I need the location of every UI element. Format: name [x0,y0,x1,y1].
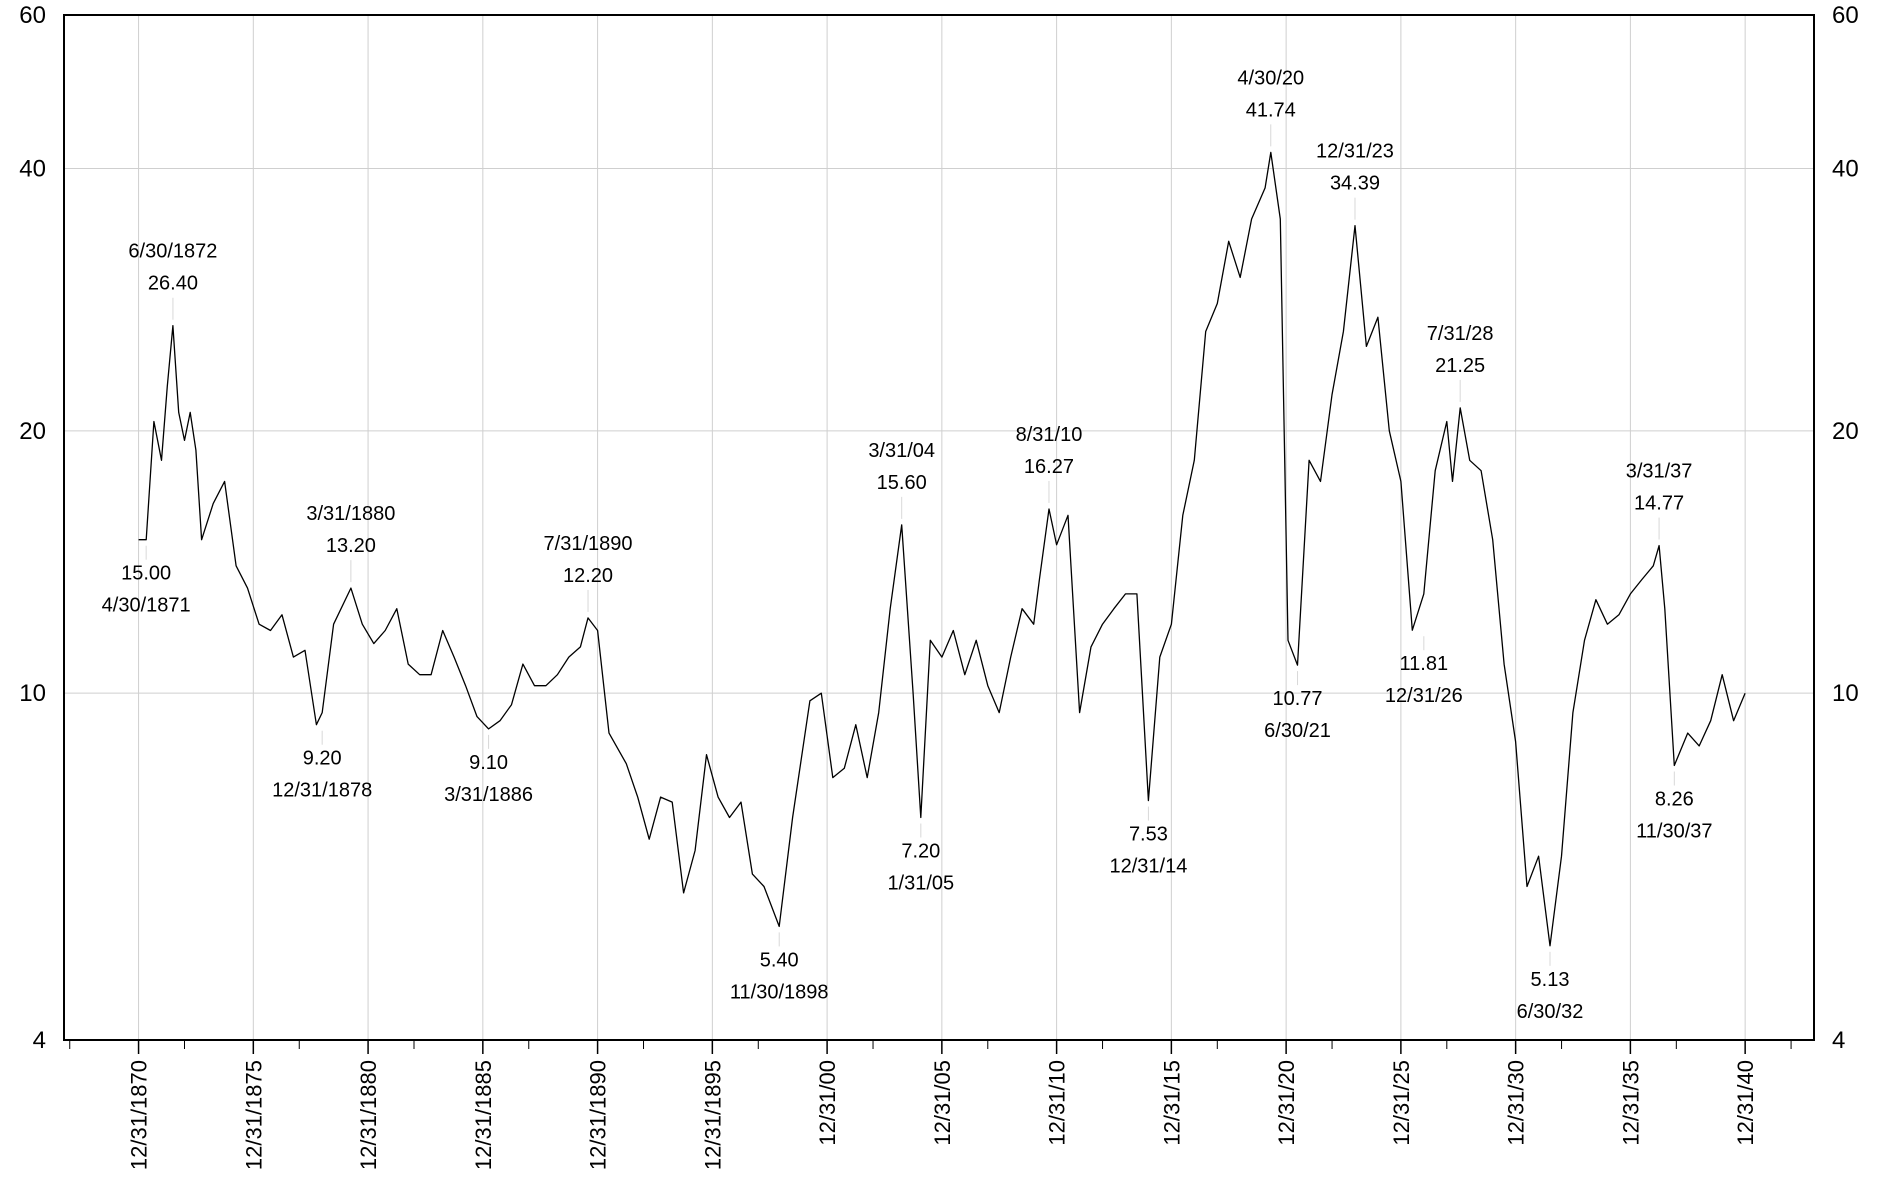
annotation: 5.40 11/30/1898 [730,949,829,1003]
annotation: 3/31/37 14.77 [1626,461,1693,515]
annotation-value: 5.13 [1531,969,1570,991]
y-tick-label-right: 40 [1832,155,1859,182]
x-tick-label: 12/31/35 [1618,1060,1643,1146]
annotations: 6/30/1872 26.40 15.00 4/30/1871 3/31/1880 13.… [102,67,1713,1022]
annotation-value: 5.40 [760,949,799,971]
x-tick-label: 12/31/20 [1274,1060,1299,1146]
annotation-date: 6/30/1872 [128,241,217,263]
annotation: 5.13 6/30/32 [1517,969,1584,1023]
annotation-leaders [145,124,1675,966]
annotation: 7/31/1890 12.20 [544,533,633,587]
x-tick-label: 12/31/10 [1045,1060,1070,1146]
annotation-date: 3/31/1880 [306,503,395,525]
annotation-date: 7/31/1890 [544,533,633,555]
annotation-date: 1/31/05 [887,873,954,895]
x-tick-label: 12/31/1880 [356,1060,381,1170]
annotation-date: 3/31/1886 [444,784,533,806]
x-tick-label: 12/31/1875 [241,1060,266,1170]
annotation-date: 12/31/14 [1109,856,1187,878]
plot-frame [63,14,1815,1041]
annotation-value: 7.20 [901,841,940,863]
annotation-value: 10.77 [1273,688,1323,710]
annotation: 8.26 11/30/37 [1636,789,1712,843]
annotation-date: 12/31/23 [1316,141,1394,163]
annotation-value: 16.27 [1024,456,1074,478]
annotation-value: 7.53 [1129,824,1168,846]
annotation: 9.20 12/31/1878 [272,748,372,802]
annotation-date: 3/31/37 [1626,461,1693,483]
annotation-date: 12/31/26 [1385,685,1463,707]
annotation-value: 26.40 [148,273,198,295]
annotation-date: 7/31/28 [1427,323,1494,345]
y-tick-label-left: 10 [19,680,46,707]
annotation-date: 6/30/32 [1517,1001,1584,1023]
x-tick-label: 12/31/15 [1159,1060,1184,1146]
y-tick-label-right: 20 [1832,418,1859,445]
annotation-date: 11/30/1898 [730,981,829,1003]
x-tick-label: 12/31/1870 [127,1060,152,1170]
annotation-date: 4/30/1871 [102,595,191,617]
annotation: 3/31/04 15.60 [868,440,935,494]
x-tick-label: 12/31/1890 [586,1060,611,1170]
axes: 4 4 10 10 20 20 40 40 60 60 12/31/1870 12/31/1875 12… [19,2,1858,1170]
annotation-value: 14.77 [1634,493,1684,515]
annotation: 12/31/23 34.39 [1316,141,1394,195]
annotation: 7.53 12/31/14 [1109,824,1187,878]
annotation: 11.81 12/31/26 [1385,653,1463,707]
y-tick-label-right: 4 [1832,1027,1845,1054]
annotation-date: 11/30/37 [1636,821,1712,843]
annotation-date: 12/31/1878 [272,780,372,802]
annotation-value: 9.20 [303,748,342,770]
annotation-value: 15.60 [877,472,927,494]
annotation: 7/31/28 21.25 [1427,323,1494,377]
annotation-date: 8/31/10 [1016,424,1083,446]
annotation: 6/30/1872 26.40 [128,241,217,295]
y-tick-label-left: 4 [33,1027,46,1054]
annotation-value: 8.26 [1655,789,1694,811]
annotation: 15.00 4/30/1871 [102,563,191,617]
annotation-value: 13.20 [326,535,376,557]
annotation: 7.20 1/31/05 [887,841,954,895]
x-tick-label: 12/31/40 [1733,1060,1758,1146]
y-tick-label-left: 60 [19,2,46,29]
x-tick-label: 12/31/1895 [700,1060,725,1170]
annotation-value: 41.74 [1246,99,1296,121]
x-tick-label: 12/31/25 [1389,1060,1414,1146]
annotation-date: 4/30/20 [1237,67,1304,89]
price-series-line [138,151,1746,947]
annotation-value: 12.20 [563,565,613,587]
annotation-date: 3/31/04 [868,440,935,462]
y-tick-label-left: 20 [19,418,46,445]
y-tick-label-right: 60 [1832,2,1859,29]
x-tick-label: 12/31/00 [815,1060,840,1146]
annotation: 9.10 3/31/1886 [444,752,533,806]
annotation-value: 9.10 [469,752,508,774]
annotation: 3/31/1880 13.20 [306,503,395,557]
annotation-value: 11.81 [1400,653,1449,675]
y-tick-label-left: 40 [19,155,46,182]
annotation: 4/30/20 41.74 [1237,67,1304,121]
annotation-value: 21.25 [1435,355,1485,377]
annotation: 10.77 6/30/21 [1264,688,1331,742]
x-tick-label: 12/31/30 [1504,1060,1529,1146]
x-tick-label: 12/31/1885 [471,1060,496,1170]
y-tick-label-right: 10 [1832,680,1859,707]
annotation: 8/31/10 16.27 [1016,424,1083,478]
annotation-value: 15.00 [121,563,171,585]
annotation-date: 6/30/21 [1264,720,1331,742]
annotation-value: 34.39 [1330,173,1380,195]
x-tick-label: 12/31/05 [930,1060,955,1146]
